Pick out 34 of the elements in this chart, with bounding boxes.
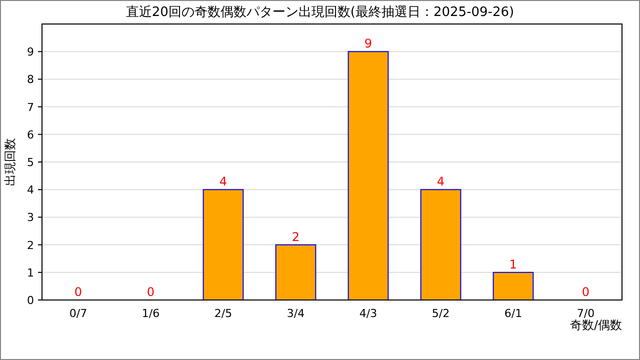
data-label: 9	[364, 36, 372, 51]
data-label: 0	[582, 285, 590, 299]
y-tick-label: 0	[27, 294, 34, 307]
y-tick-label: 7	[27, 100, 34, 114]
x-tick-label: 6/1	[504, 307, 522, 320]
x-tick-label: 0/7	[69, 307, 88, 320]
bar	[348, 51, 389, 300]
data-label: 1	[509, 257, 518, 272]
x-tick-label: 4/3	[359, 307, 378, 320]
bar	[275, 244, 316, 300]
y-tick-label: 8	[27, 73, 34, 86]
x-tick-label: 3/4	[286, 307, 305, 320]
y-axis-title: 出現回数	[3, 138, 17, 186]
x-axis-title: 奇数/偶数	[570, 318, 622, 332]
y-tick-label: 4	[27, 184, 34, 197]
x-tick-label: 2/5	[214, 307, 232, 320]
y-tick-label: 1	[27, 266, 34, 280]
x-tick-label: 7/0	[576, 307, 595, 320]
data-label: 0	[146, 285, 155, 299]
bar	[420, 189, 462, 300]
x-tick-label: 1/6	[142, 307, 160, 320]
data-label: 2	[292, 230, 300, 244]
data-label: 0	[74, 285, 82, 299]
y-tick-label: 3	[27, 211, 34, 224]
data-label: 4	[219, 174, 228, 189]
bar	[492, 272, 534, 300]
y-tick-label: 5	[27, 156, 34, 169]
x-tick-label: 5/2	[432, 307, 450, 320]
y-tick-label: 6	[27, 128, 34, 142]
bar	[202, 189, 244, 300]
data-label: 4	[436, 174, 445, 189]
y-tick-label: 2	[27, 238, 34, 252]
chart-title: 直近20回の奇数偶数パターン出現回数(最終抽選日：2025-09-26)	[126, 5, 514, 20]
y-tick-label: 9	[27, 46, 34, 59]
